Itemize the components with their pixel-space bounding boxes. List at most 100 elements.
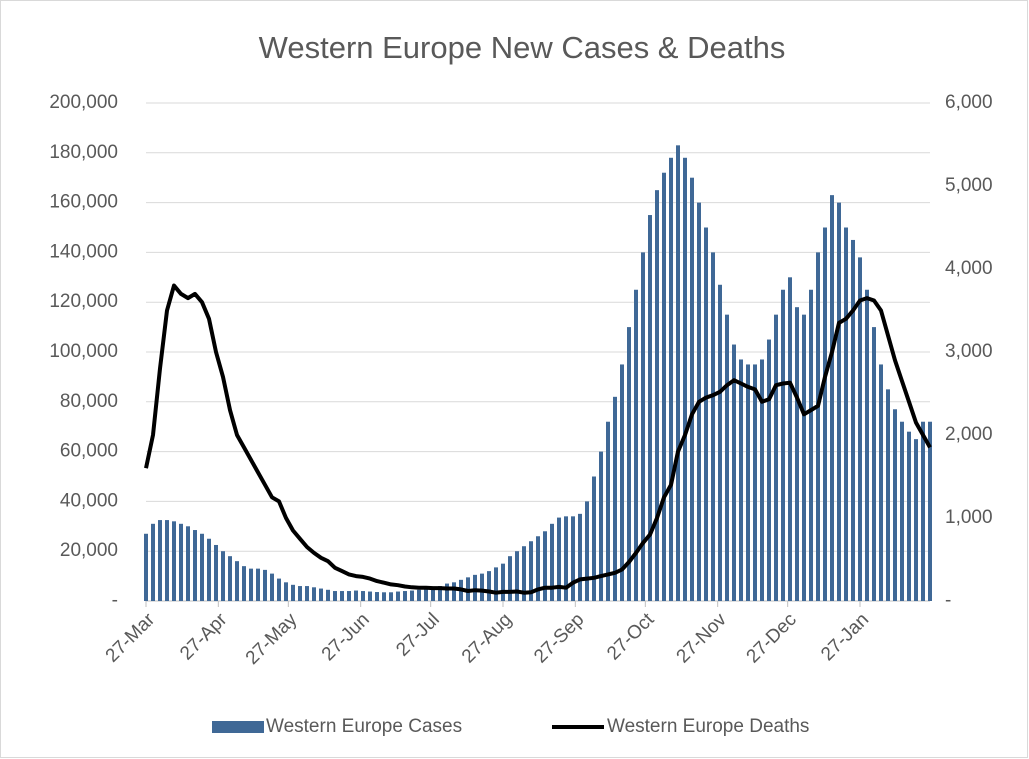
bar	[333, 591, 337, 601]
bar	[207, 538, 211, 601]
bar	[298, 586, 302, 601]
bar	[424, 588, 428, 601]
bar	[151, 523, 155, 601]
bar	[858, 257, 862, 601]
line	[144, 283, 932, 595]
bar	[368, 591, 372, 601]
bar	[739, 359, 743, 601]
y-tick-label: 60,000	[60, 441, 118, 462]
y2-tick-label: 3,000	[945, 341, 993, 362]
bar	[186, 526, 190, 601]
bar	[725, 314, 729, 601]
bar	[592, 476, 596, 601]
y2-tick-label: 4,000	[945, 258, 993, 279]
bar	[711, 252, 715, 601]
bar	[158, 520, 162, 601]
legend-label: Western Europe Deaths	[607, 716, 809, 737]
bar	[606, 421, 610, 601]
bar	[753, 364, 757, 601]
bar	[200, 533, 204, 601]
bar	[375, 592, 379, 601]
y-tick-label: 140,000	[49, 241, 118, 262]
bar	[809, 289, 813, 601]
bar	[550, 523, 554, 601]
bar	[571, 516, 575, 601]
bar	[501, 563, 505, 601]
bar	[340, 591, 344, 601]
y-tick-label: 120,000	[49, 291, 118, 312]
bar	[690, 177, 694, 601]
y2-tick-label: 1,000	[945, 507, 993, 528]
bar	[214, 544, 218, 601]
bar	[900, 421, 904, 601]
bar	[305, 586, 309, 601]
bar	[823, 227, 827, 601]
bar	[270, 573, 274, 601]
legend-swatch	[212, 721, 264, 733]
bar	[326, 589, 330, 601]
bar	[921, 421, 925, 601]
bar	[683, 157, 687, 601]
bar	[382, 592, 386, 601]
y-tick-label: 80,000	[60, 391, 118, 412]
y2-tick-label: -	[945, 590, 951, 611]
bar	[585, 501, 589, 601]
bar	[235, 561, 239, 601]
y-tick-label: 20,000	[60, 540, 118, 561]
y-tick-label: 200,000	[49, 92, 118, 113]
bar	[704, 227, 708, 601]
bar	[431, 587, 435, 601]
bar	[473, 574, 477, 601]
bar	[179, 523, 183, 601]
bar	[732, 344, 736, 601]
bar	[508, 556, 512, 601]
bar	[312, 587, 316, 601]
y-tick-label: 180,000	[49, 142, 118, 163]
bar	[676, 145, 680, 601]
bar	[165, 520, 169, 601]
bar	[578, 513, 582, 601]
bar	[445, 583, 449, 601]
bar	[613, 396, 617, 601]
bar	[781, 289, 785, 601]
bar	[865, 289, 869, 601]
bar	[746, 364, 750, 601]
bar	[256, 568, 260, 601]
bar	[389, 592, 393, 601]
bar	[529, 541, 533, 601]
bar	[277, 578, 281, 601]
bar	[767, 339, 771, 601]
y2-tick-label: 2,000	[945, 424, 993, 445]
bar	[515, 551, 519, 601]
bar	[655, 190, 659, 601]
bar	[641, 252, 645, 601]
bar	[844, 227, 848, 601]
bar	[522, 546, 526, 601]
bar	[816, 252, 820, 601]
bar	[494, 567, 498, 601]
bar	[893, 409, 897, 601]
chart-title: Western Europe New Cases & Deaths	[259, 30, 786, 65]
bar	[319, 588, 323, 601]
bar	[788, 277, 792, 601]
bar	[452, 582, 456, 601]
bar	[221, 551, 225, 601]
y-tick-label: 40,000	[60, 490, 118, 511]
bar	[438, 586, 442, 601]
bar	[284, 582, 288, 601]
bar	[648, 215, 652, 602]
legend-label: Western Europe Cases	[266, 716, 462, 737]
y-tick-label: -	[112, 590, 118, 611]
bar	[879, 364, 883, 601]
bar	[410, 590, 414, 601]
bar	[599, 451, 603, 601]
bar	[403, 591, 407, 601]
bar	[172, 521, 176, 601]
bar	[347, 591, 351, 601]
bar	[830, 195, 834, 601]
bar	[774, 314, 778, 601]
bar	[291, 584, 295, 601]
y-tick-label: 160,000	[49, 192, 118, 213]
